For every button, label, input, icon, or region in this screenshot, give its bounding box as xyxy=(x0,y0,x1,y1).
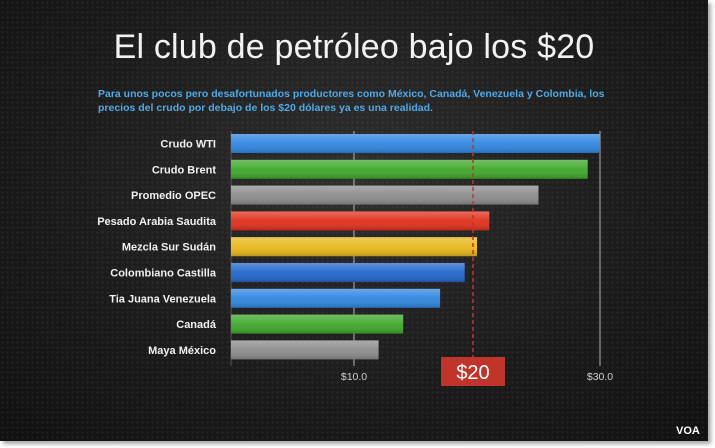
bar-highlight xyxy=(231,263,465,282)
reference-label-box xyxy=(441,357,505,386)
category-label: Tia Juana Venezuela xyxy=(109,293,217,305)
category-label: Promedio OPEC xyxy=(131,190,216,202)
chart-background: El club de petróleo bajo los $20 Para un… xyxy=(0,0,708,441)
category-label: Colombiano Castilla xyxy=(110,268,217,280)
category-label: Crudo Brent xyxy=(152,164,217,176)
bar-highlight xyxy=(231,288,441,308)
category-label: Pesado Arabia Saudita xyxy=(97,216,217,228)
bar-highlight xyxy=(231,159,588,179)
bar-highlight xyxy=(231,314,404,334)
bar-highlight xyxy=(231,211,490,231)
bar-highlight xyxy=(231,237,477,257)
category-label: Mezcla Sur Sudán xyxy=(122,242,216,254)
source-logo: VOA xyxy=(676,425,700,437)
category-label: Crudo WTI xyxy=(160,139,216,151)
bar-highlight xyxy=(231,185,539,205)
bar-highlight xyxy=(231,134,600,153)
chart-subtitle: Para unos pocos pero desafortunados prod… xyxy=(98,88,605,114)
x-tick-label: $10.0 xyxy=(341,371,367,383)
category-label: Maya México xyxy=(148,345,216,357)
x-tick-label: $30.0 xyxy=(587,371,613,383)
bar-chart: Crudo WTI Crudo Brent Promedio OPEC Pesado … xyxy=(97,131,613,386)
category-label: Canadá xyxy=(176,319,217,331)
bar-highlight xyxy=(231,340,379,360)
chart-title: El club de petróleo bajo los $20 xyxy=(113,28,595,66)
reference-label: $20 xyxy=(456,362,489,384)
